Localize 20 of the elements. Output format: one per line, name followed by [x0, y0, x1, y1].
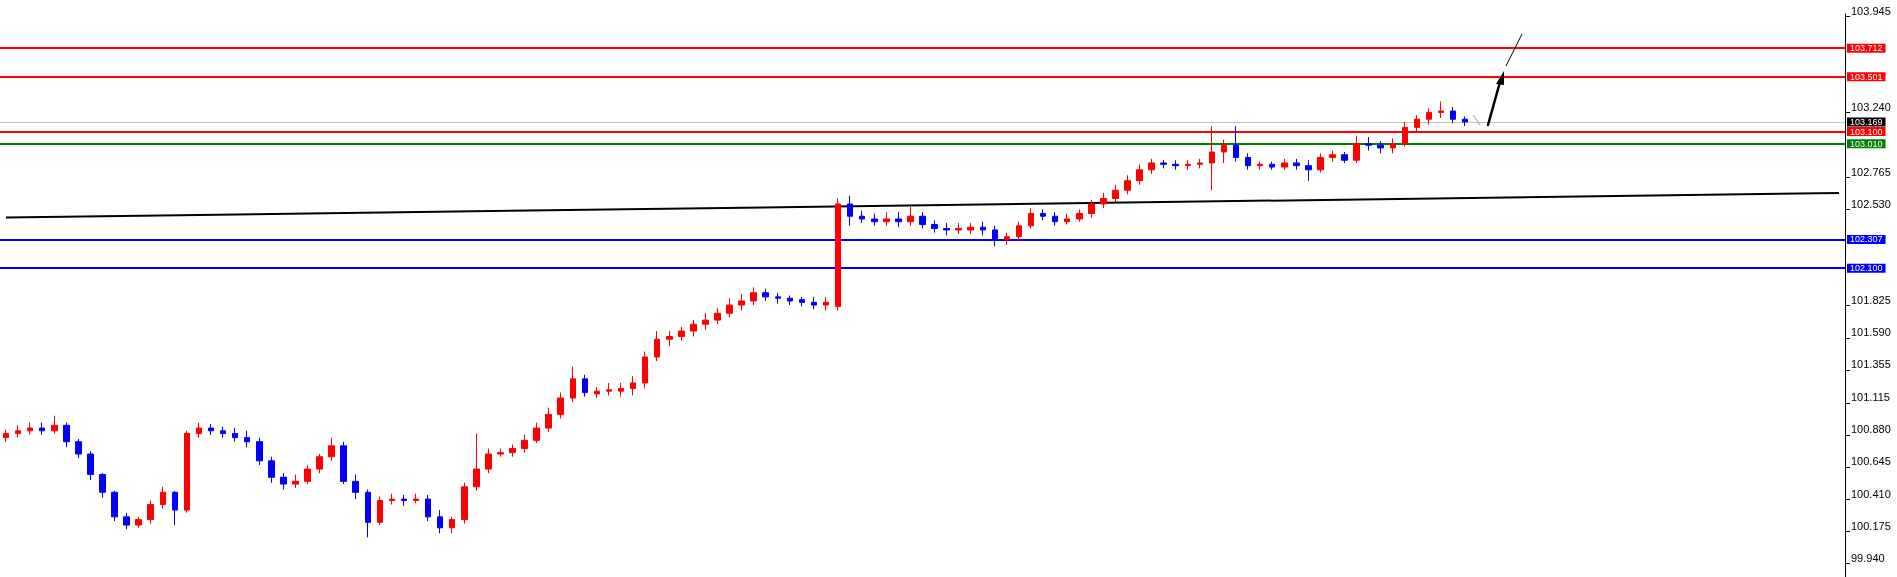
ref-line-label: 103.100: [1850, 126, 1883, 137]
y-tick-label: 100.410: [1851, 487, 1891, 500]
y-tick-label: 100.645: [1851, 455, 1891, 468]
y-tick-label: 101.355: [1851, 358, 1891, 371]
y-tick-label: 102.765: [1851, 165, 1891, 178]
y-tick-label: 101.115: [1851, 391, 1890, 404]
ref-line-label: 103.010: [1850, 138, 1883, 149]
y-tick-label: 100.175: [1851, 519, 1891, 532]
ref-line-label: 103.169: [1850, 116, 1883, 127]
y-tick-label: 103.240: [1851, 100, 1891, 113]
y-tick-label: 100.880: [1851, 423, 1891, 436]
y-tick-label: 99.940: [1851, 551, 1885, 564]
y-tick-label: 101.590: [1851, 326, 1891, 339]
y-tick-label: 102.530: [1851, 197, 1891, 210]
ref-line-label: 103.501: [1850, 71, 1883, 82]
ref-line-label: 103.712: [1850, 43, 1883, 54]
y-tick-label: 101.825: [1851, 294, 1891, 307]
ref-line-label: 102.307: [1850, 234, 1883, 245]
ref-line-label: 102.100: [1850, 263, 1883, 274]
y-tick-label: 103.945: [1851, 4, 1891, 17]
